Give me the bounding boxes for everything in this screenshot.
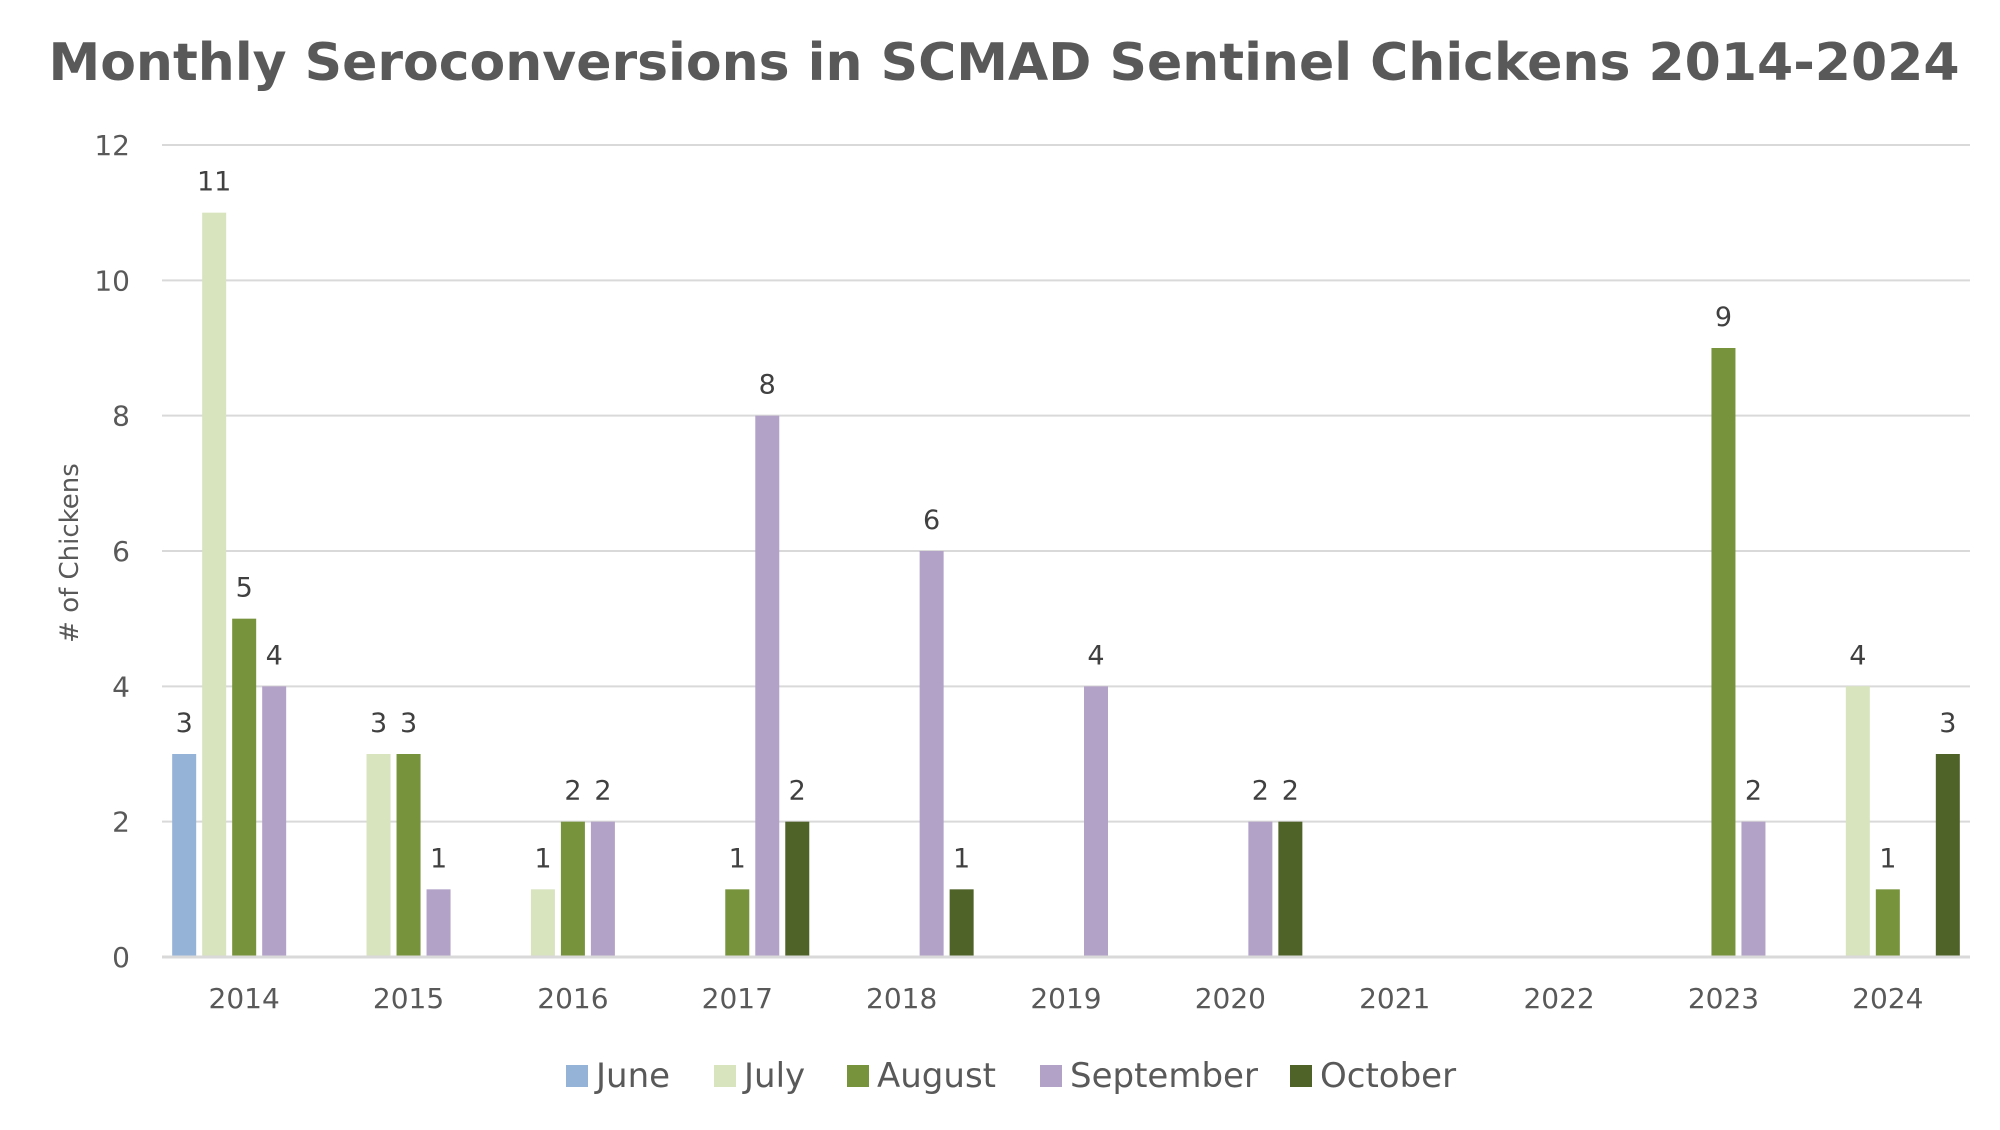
legend: June July August September October (566, 1056, 1456, 1096)
data-label: 2 (1745, 776, 1762, 807)
data-label: 1 (953, 843, 970, 874)
data-label: 2 (1252, 776, 1269, 807)
x-tick-label: 2015 (373, 982, 444, 1015)
bar-september-2023 (1741, 821, 1766, 957)
x-tick-label: 2018 (866, 982, 937, 1015)
legend-label-august: August (877, 1056, 996, 1096)
data-label: 11 (197, 167, 231, 198)
data-label: 4 (1849, 640, 1866, 671)
x-tick-label: 2021 (1359, 982, 1430, 1015)
y-tick-label: 0 (112, 941, 130, 974)
bar-october-2017 (785, 821, 810, 957)
y-tick-label: 4 (112, 670, 130, 703)
data-label: 2 (789, 776, 806, 807)
data-label: 2 (594, 776, 611, 807)
x-tick-label: 2020 (1195, 982, 1266, 1015)
bar-september-2015 (426, 889, 451, 957)
data-label: 3 (400, 708, 417, 739)
bar-october-2018 (949, 889, 974, 957)
bar-july-2024 (1845, 686, 1870, 957)
legend-swatch-october (1290, 1065, 1312, 1087)
bar-july-2014 (202, 212, 227, 957)
legend-swatch-june (566, 1065, 588, 1087)
data-label: 8 (759, 370, 776, 401)
data-label: 2 (564, 776, 581, 807)
y-tick-label: 2 (112, 806, 130, 839)
bars (172, 212, 1960, 958)
data-label: 3 (370, 708, 387, 739)
bar-august-2024 (1875, 889, 1900, 957)
data-label: 1 (729, 843, 746, 874)
bar-august-2023 (1711, 348, 1736, 957)
bar-august-2014 (232, 618, 257, 957)
data-label: 6 (923, 505, 940, 536)
data-label: 2 (1282, 776, 1299, 807)
legend-swatch-september (1040, 1065, 1062, 1087)
x-tick-label: 2022 (1523, 982, 1594, 1015)
data-label: 5 (236, 573, 253, 604)
y-tick-label: 8 (112, 400, 130, 433)
data-label: 1 (534, 843, 551, 874)
bar-september-2018 (919, 551, 944, 957)
data-label: 3 (1939, 708, 1956, 739)
legend-label-october: October (1320, 1056, 1456, 1096)
x-tick-label: 2024 (1852, 982, 1923, 1015)
bar-july-2015 (366, 754, 391, 957)
x-axis-ticks: 2014 2015 2016 2017 2018 2019 2020 2021 2022 2023… (209, 982, 1924, 1015)
x-tick-label: 2016 (537, 982, 608, 1015)
y-tick-label: 10 (94, 264, 130, 297)
bar-june-2014 (172, 754, 197, 957)
data-label: 1 (1879, 843, 1896, 874)
bar-september-2017 (755, 415, 780, 958)
bar-october-2020 (1278, 821, 1303, 957)
bar-august-2015 (396, 754, 421, 957)
bar-july-2016 (530, 889, 555, 957)
chart-title: Monthly Seroconversions in SCMAD Sentine… (48, 33, 1959, 93)
data-label: 4 (266, 640, 283, 671)
legend-label-september: September (1070, 1056, 1258, 1096)
gridlines (162, 144, 1970, 823)
bar-september-2014 (262, 686, 287, 957)
x-tick-label: 2019 (1030, 982, 1101, 1015)
data-label: 9 (1715, 302, 1732, 333)
x-tick-label: 2023 (1688, 982, 1759, 1015)
data-label: 1 (430, 843, 447, 874)
data-label: 4 (1087, 640, 1104, 671)
legend-swatch-august (847, 1065, 869, 1087)
y-tick-label: 12 (94, 129, 130, 162)
bar-september-2019 (1084, 686, 1108, 957)
y-axis-ticks: 0 2 4 6 8 10 12 (94, 129, 130, 974)
y-axis-title: # of Chickens (55, 463, 85, 643)
legend-label-june: June (594, 1056, 670, 1096)
bar-september-2016 (590, 821, 615, 957)
y-tick-label: 6 (112, 535, 130, 568)
legend-label-july: July (742, 1056, 805, 1096)
x-tick-label: 2017 (702, 982, 773, 1015)
bar-october-2024 (1935, 754, 1960, 957)
legend-swatch-july (714, 1065, 736, 1087)
x-tick-label: 2014 (209, 982, 280, 1015)
data-label: 3 (176, 708, 193, 739)
bar-august-2017 (725, 889, 750, 957)
bar-september-2020 (1248, 821, 1273, 957)
bar-august-2016 (560, 821, 585, 957)
